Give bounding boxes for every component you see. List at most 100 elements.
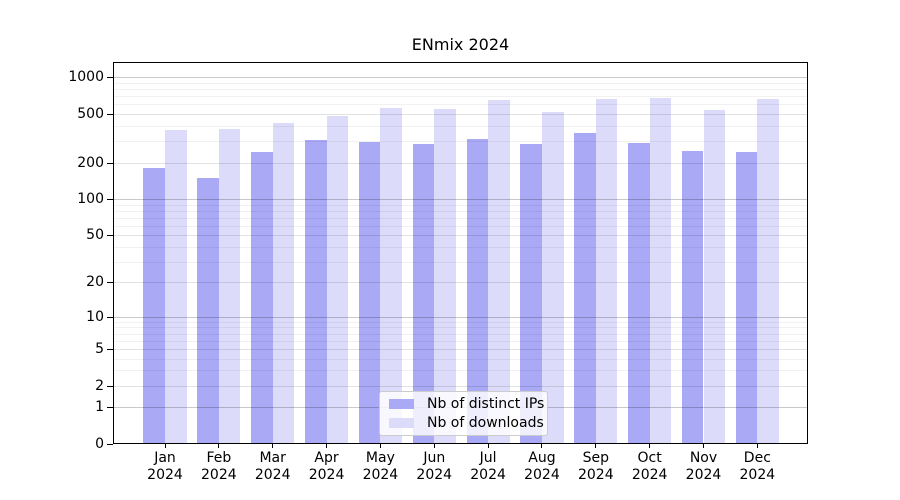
y-tick-label: 2	[95, 377, 104, 394]
y-tick-label: 10	[86, 308, 104, 325]
bar-downloads-dec	[757, 99, 779, 444]
bar-distinct-ips-aug	[520, 143, 542, 444]
gridline-major	[113, 77, 808, 79]
y-tick-label: 0	[95, 436, 104, 452]
bar-downloads-jul	[488, 99, 510, 444]
gridline-minor	[113, 217, 808, 219]
y-tick-mark	[107, 407, 113, 409]
x-tick-label-sep: Sep 2024	[577, 450, 614, 483]
gridline-major	[113, 385, 808, 387]
gridline-major	[113, 199, 808, 201]
y-tick-label: 5	[95, 340, 104, 357]
x-tick-mark	[541, 444, 543, 448]
gridline-minor	[113, 82, 808, 84]
bar-distinct-ips-oct	[628, 143, 650, 444]
bar-distinct-ips-mar	[251, 151, 273, 444]
bar-distinct-ips-apr	[304, 140, 327, 444]
x-tick-mark	[433, 444, 435, 448]
gridline-minor	[113, 246, 808, 248]
x-tick-mark	[379, 444, 381, 448]
gridline-minor	[113, 141, 808, 143]
y-tick-mark	[107, 348, 113, 350]
bar-distinct-ips-jan	[143, 167, 165, 444]
legend-item-downloads: Nb of downloads	[389, 416, 544, 430]
gridline-minor	[113, 327, 808, 329]
bar-distinct-ips-jul	[466, 139, 489, 444]
legend-item-distinct-ips: Nb of distinct IPs	[389, 397, 544, 411]
gridline-major	[113, 114, 808, 116]
x-tick-label-mar: Mar 2024	[254, 450, 291, 483]
bar-distinct-ips-nov	[681, 150, 704, 444]
gridline-minor	[113, 125, 808, 127]
y-tick-label: 1000	[68, 69, 104, 86]
y-tick-label: 50	[86, 227, 104, 244]
x-tick-mark	[649, 444, 651, 448]
bar-distinct-ips-may	[358, 142, 381, 444]
bar-downloads-jan	[165, 130, 187, 444]
x-tick-mark	[164, 444, 166, 448]
y-tick-mark	[107, 114, 113, 116]
x-tick-label-aug: Aug 2024	[524, 450, 560, 483]
legend-label-downloads: Nb of downloads	[427, 415, 544, 431]
bar-downloads-mar	[272, 123, 295, 444]
legend-swatch-distinct-ips-icon	[389, 399, 414, 409]
legend-label-distinct-ips: Nb of distinct IPs	[427, 396, 545, 412]
gridline-minor	[113, 340, 808, 342]
plot-area	[113, 62, 808, 444]
legend: Nb of distinct IPs Nb of downloads	[379, 391, 548, 436]
gridline-minor	[113, 204, 808, 206]
bar-distinct-ips-jun	[412, 143, 435, 444]
gridline-major	[113, 235, 808, 237]
y-tick-label: 200	[77, 154, 104, 171]
y-tick-mark	[107, 199, 113, 201]
x-tick-label-apr: Apr 2024	[308, 450, 345, 483]
gridline-minor	[113, 96, 808, 98]
gridline-minor	[113, 321, 808, 323]
gridline-minor	[113, 370, 808, 372]
y-tick-mark	[107, 282, 113, 284]
x-tick-mark	[218, 444, 220, 448]
gridline-major	[113, 162, 808, 164]
y-tick-label: 100	[77, 191, 104, 208]
x-tick-label-oct: Oct 2024	[631, 450, 668, 483]
gridline-minor	[113, 89, 808, 91]
x-tick-mark	[326, 444, 328, 448]
bar-downloads-aug	[541, 111, 564, 444]
bar-distinct-ips-dec	[735, 151, 758, 444]
legend-swatch-downloads-icon	[389, 418, 414, 428]
y-tick-label: 1	[95, 399, 104, 416]
gridline-minor	[113, 261, 808, 263]
chart-title: ENmix 2024	[411, 35, 510, 54]
y-tick-mark	[107, 77, 113, 79]
x-tick-label-feb: Feb 2024	[201, 450, 237, 483]
bar-downloads-feb	[218, 129, 241, 444]
y-tick-mark	[107, 162, 113, 164]
x-tick-label-jul: Jul 2024	[470, 450, 506, 483]
gridline-minor	[113, 210, 808, 212]
bar-downloads-sep	[595, 99, 618, 444]
gridline-major	[113, 316, 808, 318]
x-tick-label-dec: Dec 2024	[739, 450, 776, 483]
gridline-minor	[113, 358, 808, 360]
y-tick-mark	[107, 444, 113, 445]
bar-downloads-may	[380, 108, 402, 444]
y-tick-mark	[107, 235, 113, 237]
bar-downloads-jun	[434, 109, 456, 444]
x-tick-label-may: May 2024	[362, 450, 399, 483]
y-tick-label: 20	[86, 274, 104, 291]
gridline-major	[113, 282, 808, 284]
x-tick-mark	[487, 444, 489, 448]
y-tick-mark	[107, 316, 113, 318]
bar-downloads-apr	[326, 115, 349, 444]
bar-downloads-nov	[703, 109, 726, 444]
x-tick-mark	[272, 444, 274, 448]
gridline-major	[113, 348, 808, 350]
bar-distinct-ips-feb	[197, 178, 219, 444]
gridline-minor	[113, 333, 808, 335]
bar-distinct-ips-sep	[574, 132, 596, 444]
x-tick-label-jan: Jan 2024	[147, 450, 183, 483]
y-tick-label: 500	[77, 106, 104, 123]
x-tick-mark	[756, 444, 758, 448]
bar-downloads-oct	[649, 98, 672, 444]
